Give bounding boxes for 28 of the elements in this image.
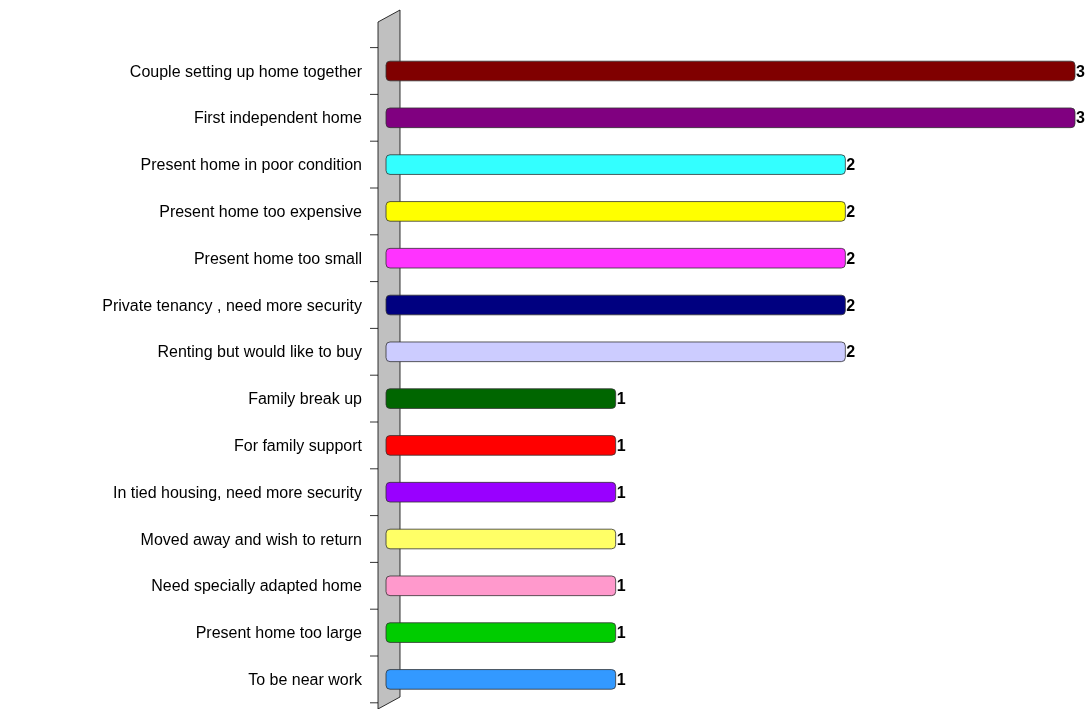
data-label: 3 [1076, 62, 1085, 80]
data-label: 2 [846, 203, 856, 220]
y-tick-label: Moved away and wish to return [140, 530, 362, 548]
y-tick-label: To be near work [248, 671, 363, 688]
y-tick-label: Present home in poor condition [140, 156, 362, 174]
data-label: 2 [846, 156, 856, 174]
data-label: 2 [846, 296, 856, 314]
y-tick-label: In tied housing, need more security [112, 483, 362, 501]
y-tick-label: Family break up [248, 390, 363, 408]
data-label: 1 [616, 483, 626, 501]
y-tick-label: Couple setting up home together [129, 62, 363, 80]
data-label: 3 [1076, 109, 1085, 127]
y-tick-label: Need specially adapted home [151, 577, 363, 595]
data-label: 1 [616, 671, 626, 688]
data-label: 1 [616, 437, 626, 454]
y-tick-label: Present home too small [193, 249, 362, 267]
y-tick-label: Private tenancy , need more security [102, 296, 362, 314]
data-label: 1 [616, 390, 626, 408]
y-tick-label: For family support [233, 437, 363, 454]
y-tick-label: Present home too expensive [159, 203, 363, 220]
data-label: 1 [616, 530, 626, 548]
y-tick-label: Present home too large [195, 624, 363, 642]
y-tick-label: Renting but would like to buy [157, 343, 362, 361]
data-label: 1 [616, 624, 626, 642]
data-label: 2 [846, 249, 856, 267]
data-label: 2 [846, 343, 856, 361]
data-label: 1 [616, 577, 626, 595]
y-tick-label: First independent home [193, 109, 363, 127]
